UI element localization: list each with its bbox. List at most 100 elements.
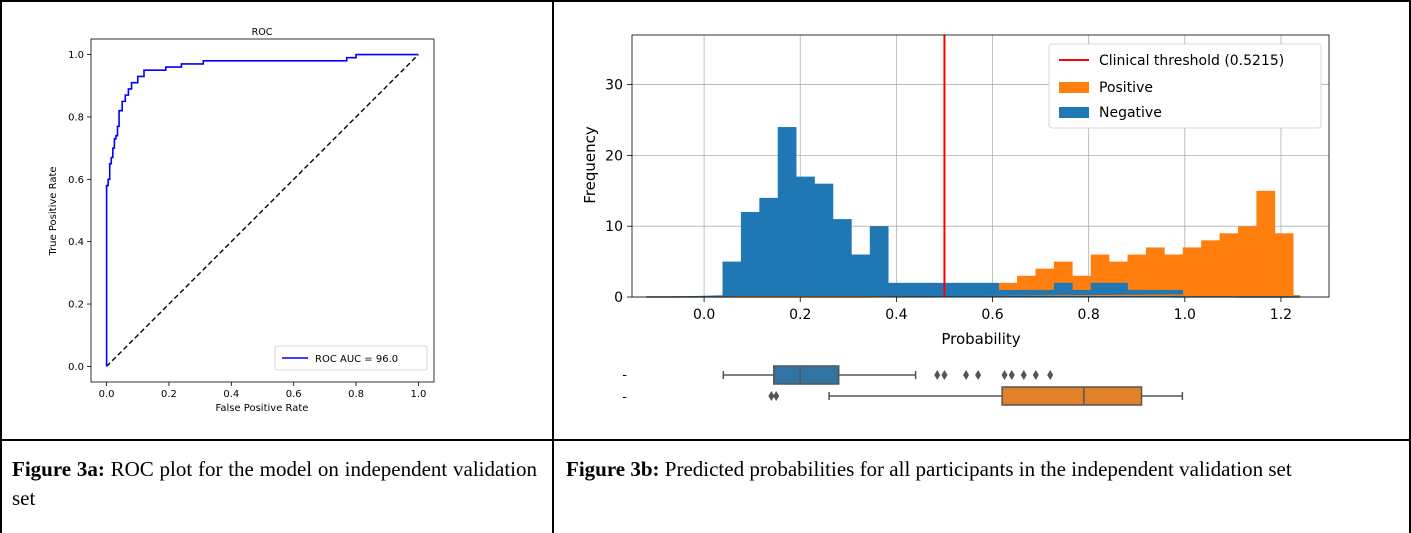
roc-y-label: True Positive Rate (48, 166, 59, 256)
boxplot-outlier-positive (768, 391, 775, 401)
negative-histogram-bar (1145, 289, 1165, 297)
histogram-legend: Clinical threshold (0.5215) Positive Neg… (1048, 43, 1322, 129)
caption-figure-3a-label: Figure 3a: (12, 457, 105, 481)
histogram-y-tick-label: 10 (605, 219, 623, 235)
negative-histogram-bar (1072, 289, 1092, 297)
histogram-x-tick-label: 0.0 (693, 307, 715, 323)
positive-histogram-bar (1256, 190, 1276, 297)
histogram-y-tick-label: 20 (605, 148, 623, 164)
caption-figure-3b-label: Figure 3b: (566, 457, 660, 481)
negative-histogram-bar (925, 282, 944, 297)
negative-histogram-bar (961, 282, 981, 297)
negative-histogram-bar (1127, 289, 1147, 297)
positive-histogram-bar (1182, 247, 1202, 297)
positive-histogram-bar (1127, 254, 1147, 297)
boxplot-outlier-negative (934, 370, 941, 380)
roc-y-tick-label: 0.4 (68, 237, 84, 248)
roc-chart: ROC 0.0 0.2 0.4 0.6 0.8 1.0 0.0 0.2 0.4 0.6 0.8 1.… (48, 27, 435, 414)
legend-negative-swatch (1059, 107, 1089, 118)
roc-legend: ROC AUC = 96.0 (274, 345, 428, 371)
roc-y-tick-label: 0.2 (68, 300, 84, 311)
histogram-bars (722, 127, 1294, 298)
legend-positive-label: Positive (1099, 80, 1153, 96)
histogram-plot-area (631, 34, 1330, 298)
roc-y-ticks: 0.0 0.2 0.4 0.6 0.8 1.0 (68, 50, 91, 373)
histogram-x-tick-label: 0.4 (885, 307, 907, 323)
boxplot-box-negative (773, 365, 840, 385)
legend-threshold-label: Clinical threshold (0.5215) (1099, 53, 1284, 69)
positive-histogram-bar (1164, 254, 1184, 297)
histogram-x-tick-label: 0.6 (981, 307, 1003, 323)
negative-histogram-bar (980, 282, 999, 297)
histogram-x-tick-label: 0.8 (1078, 307, 1100, 323)
roc-title: ROC (252, 27, 273, 38)
positive-histogram-bar (1238, 226, 1257, 297)
boxplot-outlier-negative (1047, 370, 1054, 380)
caption-figure-3a-text: ROC plot for the model on independent va… (12, 457, 537, 510)
histogram-x-tick-label: 0.2 (789, 307, 811, 323)
boxplot-outlier-negative (1032, 370, 1039, 380)
negative-histogram-bar (943, 282, 963, 297)
boxplot-outlier-negative (975, 370, 982, 380)
histogram-y-tick-label: 0 (614, 290, 623, 306)
roc-x-tick-label: 0.8 (348, 389, 364, 400)
negative-histogram-bar (888, 282, 907, 297)
negative-histogram-bar (851, 254, 871, 297)
roc-x-tick-label: 0.4 (223, 389, 239, 400)
roc-x-tick-label: 0.2 (161, 389, 177, 400)
negative-histogram-bar (1090, 282, 1110, 297)
histogram-x-tick-label: 1.0 (1174, 307, 1196, 323)
legend-positive-swatch (1059, 82, 1089, 93)
roc-x-tick-label: 0.0 (99, 389, 115, 400)
positive-histogram-bar (1201, 240, 1220, 297)
boxplot-outlier-negative (941, 370, 948, 380)
boxplot-tick-positive: - (622, 390, 627, 405)
roc-y-tick-label: 1.0 (68, 50, 84, 61)
histogram-y-ticks: 0 10 20 30 (605, 78, 632, 306)
boxplot-box-positive (1001, 386, 1143, 406)
caption-figure-3b-text: Predicted probabilities for all particip… (659, 457, 1292, 481)
boxplot-outlier-negative (963, 370, 970, 380)
legend-negative-label: Negative (1099, 105, 1162, 121)
roc-chance-diagonal (106, 54, 419, 367)
roc-x-ticks: 0.0 0.2 0.4 0.6 0.8 1.0 (99, 382, 426, 400)
negative-histogram-bar (1109, 282, 1128, 297)
positive-histogram-bar (1274, 233, 1294, 297)
roc-legend-label: ROC AUC = 96.0 (315, 354, 398, 365)
roc-x-tick-label: 1.0 (410, 389, 426, 400)
negative-histogram-bar (740, 212, 760, 297)
negative-histogram-bar (722, 261, 742, 297)
positive-histogram-bar (1219, 233, 1239, 297)
negative-histogram-bar (869, 226, 889, 297)
roc-y-tick-label: 0.0 (68, 362, 84, 373)
negative-histogram-bar (796, 176, 815, 297)
negative-histogram-bar (1017, 289, 1036, 297)
negative-histogram-bar (777, 127, 797, 298)
positive-histogram-bar (1145, 247, 1165, 297)
caption-figure-3b: Figure 3b: Predicted probabilities for a… (566, 455, 1401, 484)
negative-histogram-bar (906, 282, 926, 297)
negative-histogram-bar (1035, 289, 1055, 297)
histogram-x-ticks: 0.0 0.2 0.4 0.6 0.8 1.0 1.2 (693, 297, 1292, 323)
roc-plot-area (90, 38, 435, 383)
histogram-y-label: Frequency (581, 126, 599, 204)
negative-histogram-bar (814, 183, 834, 297)
roc-curve-line (105, 53, 419, 367)
boxplots (722, 365, 1184, 406)
histogram-y-tick-label: 30 (605, 78, 623, 94)
probability-histogram-chart: 0.0 0.2 0.4 0.6 0.8 1.0 1.2 0 10 20 30 Probabilit… (581, 34, 1330, 406)
boxplot-outlier-negative (1020, 370, 1027, 380)
boxplot-outlier-negative (1001, 370, 1008, 380)
negative-histogram-bar (832, 219, 852, 297)
negative-histogram-bar (759, 197, 779, 297)
roc-y-tick-label: 0.6 (68, 175, 84, 186)
roc-x-tick-label: 0.6 (286, 389, 302, 400)
boxplot-outlier-positive (773, 391, 780, 401)
boxplot-outlier-negative (1008, 370, 1015, 380)
negative-histogram-bar (998, 289, 1018, 297)
caption-figure-3a: Figure 3a: ROC plot for the model on ind… (12, 455, 537, 513)
roc-y-tick-label: 0.8 (68, 112, 84, 123)
histogram-x-label: Probability (941, 330, 1020, 348)
boxplot-tick-negative: - (622, 368, 627, 383)
roc-x-label: False Positive Rate (216, 403, 309, 414)
